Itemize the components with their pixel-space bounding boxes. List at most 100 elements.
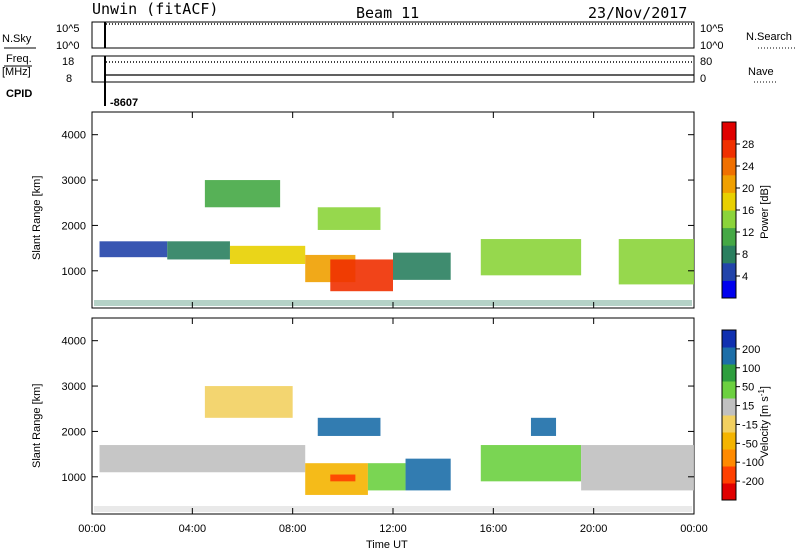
velocity-region-6: [405, 458, 451, 491]
velocity-label-main: Velocity [m s: [759, 396, 771, 458]
power-colorbar-swatch-3: [722, 227, 736, 246]
velocity-colorbar-frame: [721, 329, 737, 501]
power-ytick-label-3: 4000: [62, 130, 86, 142]
power-colorbar-swatch-8: [722, 139, 736, 158]
velocity-region-7: [317, 417, 381, 436]
x-tick-label-1: 04:00: [179, 523, 207, 535]
velocity-colorbar-swatch-4: [722, 415, 736, 433]
velocity-colorbar-swatch-5: [722, 398, 736, 416]
power-y-ticks: 1000 2000 3000 4000: [62, 130, 694, 278]
velocity-label-end: ]: [759, 386, 771, 389]
power-colorbar-tick-label-6: 4: [742, 271, 748, 283]
velocity-colorbar-tick-label-3: 15: [742, 401, 754, 413]
velocity-ytick-label-1: 2000: [62, 426, 86, 438]
freq-unit-label: [MHz]: [2, 66, 31, 78]
power-ytick-label-1: 2000: [62, 220, 86, 232]
power-colorbar-swatch-5: [722, 192, 736, 211]
power-colorbar-swatch-9: [722, 122, 736, 141]
date-title: 23/Nov/2017: [588, 4, 687, 22]
nsky-panel: [91, 21, 695, 49]
velocity-ytick-label-0: 1000: [62, 472, 86, 484]
power-region-3: [229, 245, 306, 264]
x-axis-label: Time UT: [366, 539, 408, 551]
velocity-region-5: [367, 463, 406, 491]
freq-tick-low: 8: [66, 73, 72, 85]
velocity-colorbar-tick-label-0: 200: [742, 344, 760, 356]
power-colorbar-swatch-4: [722, 210, 736, 229]
power-y-label: Slant Range [km]: [31, 176, 43, 260]
velocity-region-10: [581, 445, 694, 491]
velocity-colorbar-label: Velocity [m s-1]: [757, 386, 771, 458]
power-region-6: [393, 252, 451, 280]
nsearch-label: N.Search: [746, 31, 792, 43]
velocity-colorbar-swatch-3: [722, 432, 736, 450]
power-ytick-label-0: 1000: [62, 266, 86, 278]
velocity-colorbar-swatch-7: [722, 364, 736, 382]
x-tick-label-5: 20:00: [580, 523, 608, 535]
velocity-colorbar-tick-label-5: -50: [742, 438, 758, 450]
velocity-region-2: [204, 386, 293, 418]
velocity-ytick-label-2: 3000: [62, 381, 86, 393]
velocity-colorbar-swatch-0: [722, 483, 736, 501]
power-region-7: [204, 180, 281, 208]
nave-tick-low: 0: [700, 73, 706, 85]
nsearch-tick-low: 10^0: [700, 40, 724, 52]
velocity-colorbar-tick-label-7: -200: [742, 476, 764, 488]
velocity-region-8: [480, 445, 582, 482]
beam-title: Beam 11: [356, 4, 419, 22]
nsky-tick-low: 10^0: [56, 40, 80, 52]
velocity-colorbar: 200 100 50 15 -15 -50 -100 -200: [721, 329, 764, 501]
power-colorbar-tick-label-0: 28: [742, 139, 754, 151]
velocity-panel: 1000 2000 3000 4000 Slant Range [km]: [31, 317, 695, 515]
power-region-1: [99, 241, 168, 258]
velocity-colorbar-tick-label-4: -15: [742, 419, 758, 431]
velocity-colorbar-swatch-6: [722, 381, 736, 399]
x-tick-label-6: 00:00: [680, 523, 708, 535]
velocity-colorbar-tick-label-1: 100: [742, 363, 760, 375]
power-panel: 1000 2000 3000 4000 Slant Range [km]: [31, 111, 695, 309]
velocity-region-1: [99, 445, 306, 473]
cpid-value: -8607: [110, 97, 138, 109]
power-region-10: [618, 239, 694, 285]
nsky-label: N.Sky: [2, 33, 32, 45]
power-region-2: [167, 241, 230, 260]
power-colorbar-swatch-6: [722, 174, 736, 193]
x-tick-label-4: 16:00: [480, 523, 508, 535]
power-colorbar-tick-label-5: 8: [742, 249, 748, 261]
station-title: Unwin (fitACF): [92, 0, 218, 18]
x-tick-label-2: 08:00: [279, 523, 307, 535]
power-colorbar-tick-label-4: 12: [742, 227, 754, 239]
x-tick-label-3: 12:00: [379, 523, 407, 535]
power-colorbar-swatch-0: [722, 280, 736, 299]
power-region-9: [480, 239, 582, 276]
freq-tick-high: 18: [62, 56, 74, 68]
velocity-colorbar-tick-label-2: 50: [742, 382, 754, 394]
velocity-ytick-label-3: 4000: [62, 336, 86, 348]
velocity-colorbar-swatch-9: [722, 330, 736, 348]
velocity-colorbar-swatch-2: [722, 449, 736, 467]
velocity-region-4: [330, 474, 356, 482]
power-colorbar-swatch-2: [722, 245, 736, 264]
velocity-colorbar-swatch-1: [722, 466, 736, 484]
nsearch-tick-high: 10^5: [700, 23, 724, 35]
freq-panel: [91, 55, 695, 83]
x-axis-ticks: 00:00 04:00 08:00 12:00 16:00 20:00 00:00: [78, 112, 708, 535]
velocity-y-ticks: 1000 2000 3000 4000: [62, 336, 694, 484]
power-colorbar: 28 24 20 16 12 8 4: [721, 121, 754, 299]
power-colorbar-tick-label-3: 16: [742, 205, 754, 217]
cpid-label: CPID: [6, 88, 32, 100]
velocity-colorbar-swatch-8: [722, 347, 736, 365]
power-ytick-label-2: 3000: [62, 175, 86, 187]
power-colorbar-swatch-1: [722, 262, 736, 281]
power-region-8: [317, 207, 381, 230]
power-colorbar-swatch-7: [722, 157, 736, 176]
power-colorbar-label: Power [dB]: [759, 185, 771, 239]
nsky-tick-high: 10^5: [56, 23, 80, 35]
freq-label: Freq.: [6, 53, 32, 65]
nave-tick-high: 80: [700, 56, 712, 68]
velocity-colorbar-tick-label-6: -100: [742, 457, 764, 469]
power-colorbar-tick-label-2: 20: [742, 183, 754, 195]
velocity-region-9: [530, 417, 557, 436]
x-tick-label-0: 00:00: [78, 523, 106, 535]
